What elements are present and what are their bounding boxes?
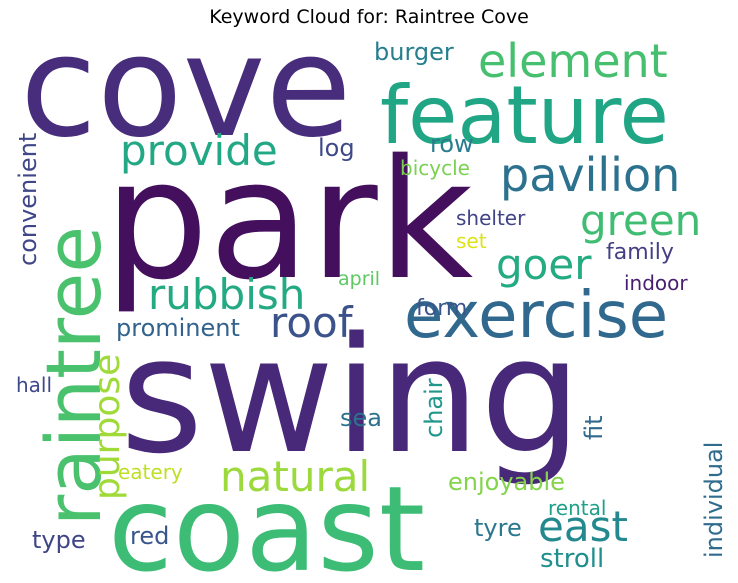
word-prominent: prominent: [116, 314, 240, 342]
word-indoor: indoor: [624, 271, 688, 295]
word-goer: goer: [496, 240, 592, 289]
word-stroll: stroll: [540, 544, 605, 574]
word-element: element: [478, 38, 668, 88]
word-rubbish: rubbish: [148, 270, 306, 319]
word-log: log: [318, 134, 355, 162]
word-family: family: [606, 240, 674, 265]
word-tyre: tyre: [474, 514, 522, 542]
word-pavilion: pavilion: [500, 148, 681, 202]
word-natural: natural: [220, 452, 371, 501]
word-row: row: [430, 130, 474, 158]
word-type: type: [32, 526, 86, 554]
word-exercise: exercise: [404, 279, 669, 353]
word-sea: sea: [340, 404, 382, 432]
word-burger: burger: [374, 38, 454, 66]
word-bicycle: bicycle: [400, 156, 470, 180]
word-park: park: [104, 124, 474, 316]
word-cove: cove: [20, 38, 352, 169]
word-convenient: convenient: [14, 132, 42, 266]
word-east: east: [538, 502, 628, 551]
word-cloud: cove park swing coast feature raintree e…: [12, 38, 726, 575]
word-form: form: [416, 296, 468, 321]
word-coast: coast: [108, 460, 426, 575]
word-hall: hall: [16, 373, 53, 397]
word-green: green: [580, 196, 702, 245]
word-rental: rental: [548, 496, 607, 520]
word-swing: swing: [120, 302, 582, 489]
word-feature: feature: [380, 69, 669, 162]
word-shelter: shelter: [456, 206, 526, 230]
word-enjoyable: enjoyable: [448, 468, 565, 496]
word-set: set: [456, 229, 487, 253]
chart-title: Keyword Cloud for: Raintree Cove: [209, 6, 529, 28]
word-fit: fit: [580, 415, 608, 440]
word-individual: individual: [700, 441, 726, 558]
word-chair: chair: [420, 378, 448, 438]
word-roof: roof: [270, 298, 353, 347]
word-eatery: eatery: [118, 460, 183, 484]
word-april: april: [338, 268, 381, 290]
word-red: red: [130, 522, 170, 550]
word-provide: provide: [120, 126, 278, 175]
